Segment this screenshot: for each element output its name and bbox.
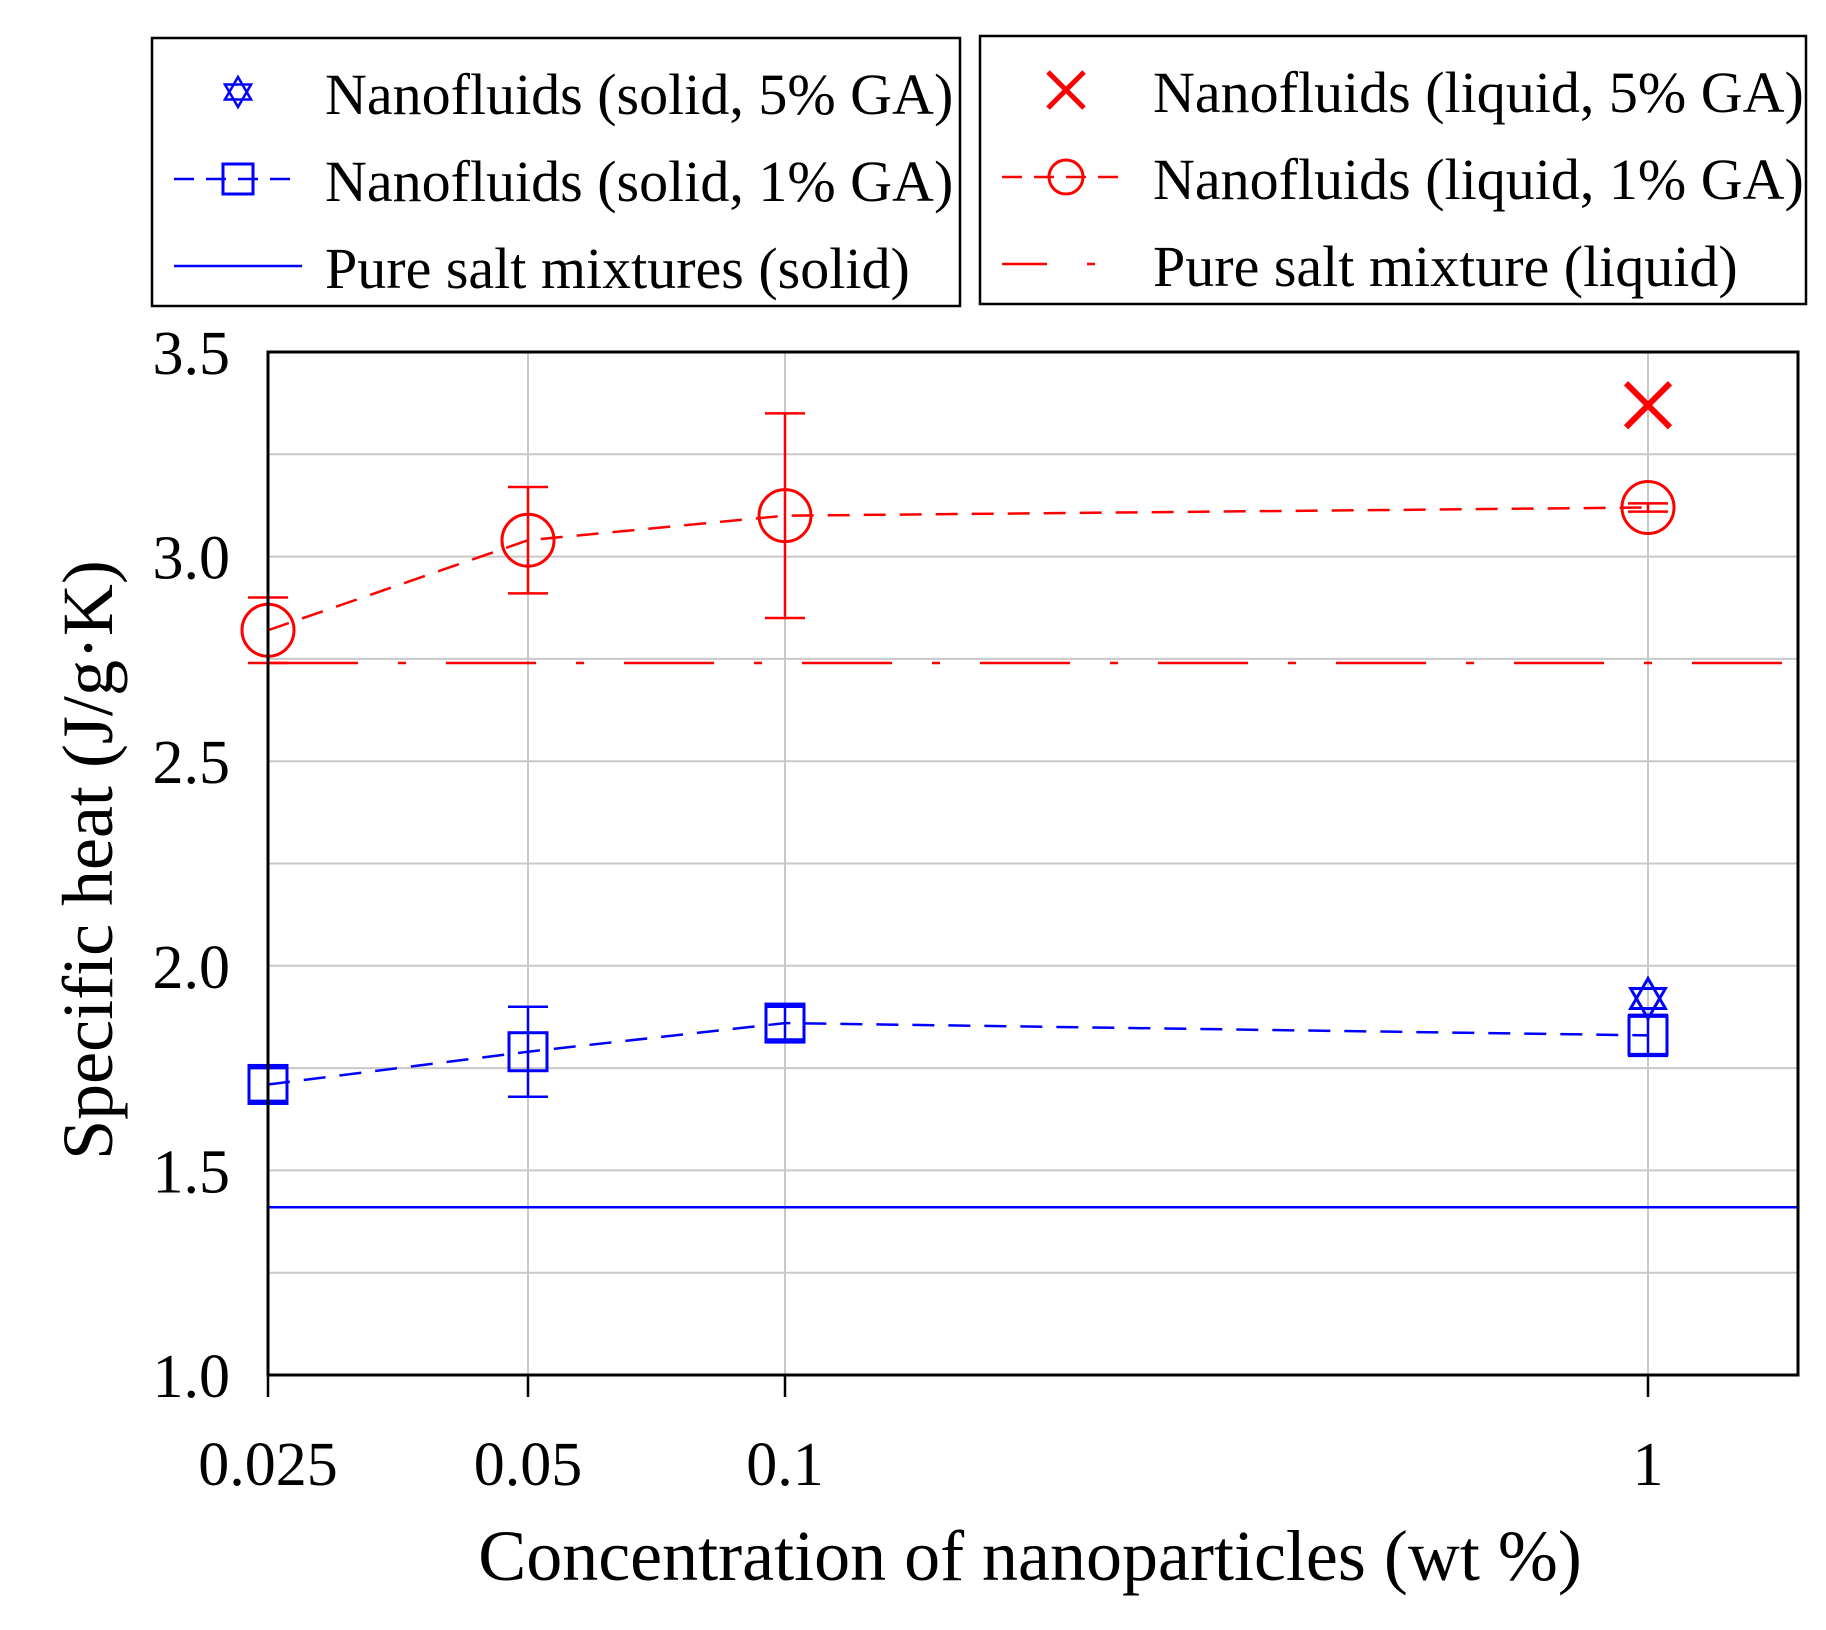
error-bar (508, 487, 548, 593)
error-bar (508, 1007, 548, 1097)
y-tick-label: 1.5 (153, 1138, 231, 1206)
x-tick-label: 0.025 (198, 1431, 338, 1499)
legend-entry: Nanofluids (liquid, 5% GA) (1048, 60, 1804, 125)
plot-area (242, 383, 1798, 1207)
legend-label: Nanofluids (liquid, 5% GA) (1153, 60, 1804, 125)
y-tick-label: 2.0 (153, 934, 231, 1002)
legend-label: Pure salt mixtures (solid) (325, 236, 910, 301)
legend: Nanofluids (solid, 5% GA) Nanofluids (sol… (152, 36, 1806, 306)
grid (268, 352, 1798, 1375)
series-line (268, 1023, 1648, 1084)
series-line (268, 507, 1648, 630)
y-tick-label: 2.5 (153, 729, 231, 797)
y-axis-title: Specific heat (J/g·K) (48, 560, 128, 1160)
series-nanofluids-solid-1-ga (248, 1004, 1668, 1103)
x-tick-label: 0.05 (474, 1431, 583, 1499)
error-bar (765, 1007, 805, 1040)
series-nanofluids-liquid-1-ga (242, 413, 1674, 663)
legend-label: Nanofluids (solid, 1% GA) (325, 149, 953, 214)
x-axis-title: Concentration of nanoparticles (wt %) (478, 1516, 1582, 1596)
y-tick-label: 3.5 (153, 320, 231, 388)
legend-label: Pure salt mixture (liquid) (1153, 234, 1738, 299)
x-tick-label: 1 (1633, 1431, 1664, 1499)
legend-label: Nanofluids (solid, 5% GA) (325, 62, 953, 127)
legend-solid: Nanofluids (solid, 5% GA) Nanofluids (sol… (152, 38, 960, 306)
legend-entry: Nanofluids (solid, 5% GA) (225, 62, 953, 127)
specific-heat-chart: Nanofluids (solid, 5% GA) Nanofluids (sol… (0, 0, 1826, 1630)
legend-label: Nanofluids (liquid, 1% GA) (1153, 147, 1804, 212)
y-tick-label: 1.0 (153, 1343, 231, 1411)
axes: 1.0 1.5 2.0 2.5 3.0 3.5 0.025 0.05 0.1 1 Concentra… (48, 320, 1798, 1596)
x-tick-label: 0.1 (746, 1431, 824, 1499)
y-tick-label: 3.0 (153, 525, 231, 593)
legend-liquid: Nanofluids (liquid, 5% GA) Nanofluids (li… (980, 36, 1806, 304)
